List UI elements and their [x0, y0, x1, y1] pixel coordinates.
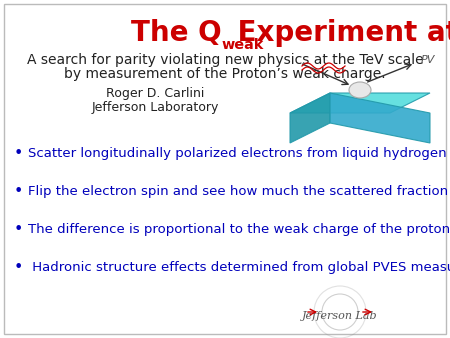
FancyBboxPatch shape — [4, 4, 446, 334]
Ellipse shape — [349, 82, 371, 98]
Text: The Q: The Q — [131, 19, 222, 47]
Text: Flip the electron spin and see how much the scattered fraction changes: Flip the electron spin and see how much … — [28, 185, 450, 197]
Text: weak: weak — [222, 38, 265, 52]
Text: by measurement of the Proton’s weak charge.: by measurement of the Proton’s weak char… — [64, 67, 386, 81]
Polygon shape — [330, 93, 430, 143]
Text: •: • — [14, 260, 22, 274]
Text: Experiment at JLab: Experiment at JLab — [228, 19, 450, 47]
Polygon shape — [290, 93, 430, 113]
Text: Jefferson Lab: Jefferson Lab — [302, 311, 378, 321]
Text: A search for parity violating new physics at the TeV scale: A search for parity violating new physic… — [27, 53, 423, 67]
Text: •: • — [14, 221, 22, 237]
Text: Scatter longitudinally polarized electrons from liquid hydrogen: Scatter longitudinally polarized electro… — [28, 146, 446, 160]
Text: Jefferson Laboratory: Jefferson Laboratory — [91, 101, 219, 115]
Text: The difference is proportional to the weak charge of the proton: The difference is proportional to the we… — [28, 222, 450, 236]
Text: Roger D. Carlini: Roger D. Carlini — [106, 88, 204, 100]
Text: Hadronic structure effects determined from global PVES measurements.: Hadronic structure effects determined fr… — [28, 261, 450, 273]
Polygon shape — [290, 93, 330, 143]
Text: •: • — [14, 145, 22, 161]
Text: PV: PV — [421, 55, 435, 65]
Text: •: • — [14, 184, 22, 198]
